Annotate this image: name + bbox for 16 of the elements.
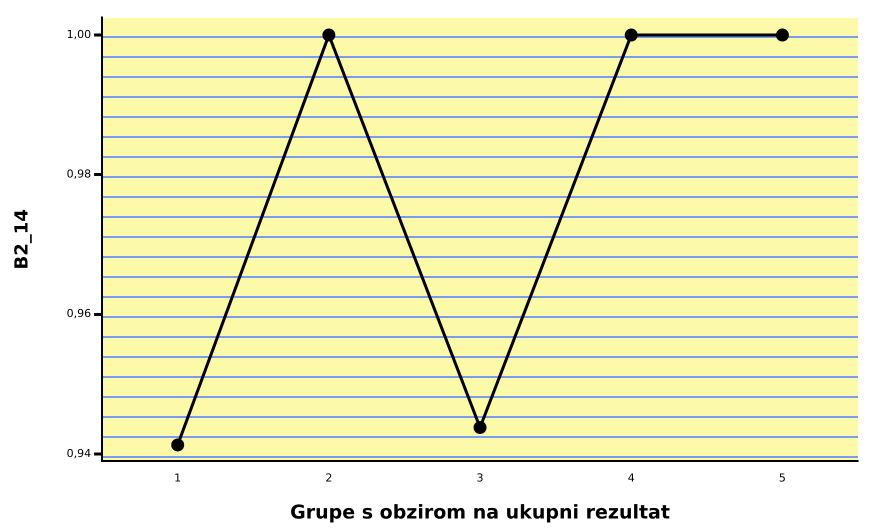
y-tick-label: 0,98 — [66, 168, 92, 181]
x-axis-title: Grupe s obzirom na ukupni rezultat — [290, 502, 670, 524]
point — [322, 28, 336, 42]
point — [624, 28, 638, 42]
y-tick-label: 1,00 — [66, 28, 92, 41]
y-tick-label: 0,94 — [66, 446, 92, 460]
x-tick-label: 3 — [476, 471, 484, 484]
x-tick-label: 5 — [778, 471, 786, 484]
y-axis-title: B2_14 — [11, 209, 32, 270]
point — [776, 28, 789, 42]
x-tick-label: 1 — [174, 471, 182, 484]
point — [474, 420, 487, 434]
point — [171, 438, 184, 452]
y-tick-label: 0,96 — [66, 307, 92, 320]
x-tick-label: 2 — [325, 471, 332, 484]
x-tick-label: 4 — [628, 471, 635, 484]
